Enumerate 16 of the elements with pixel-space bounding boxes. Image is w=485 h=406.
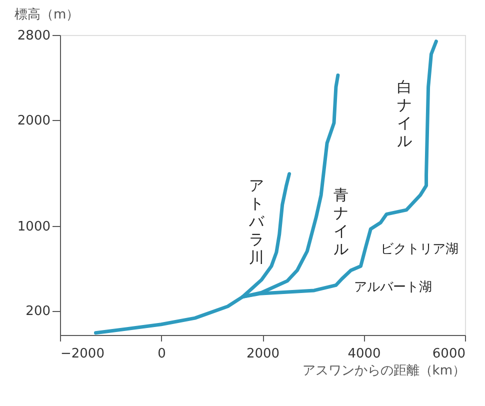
y-tick-label: 1000 [17,219,50,234]
x-tick-label: −2000 [60,346,104,362]
y-tick-label: 2000 [17,113,50,128]
annotation: ビクトリア湖 [380,242,459,257]
x-tick-label: 2000 [246,346,280,362]
x-tick-label: 6000 [432,346,466,362]
annotation: アルバート湖 [354,280,432,295]
series-label: 白ナイル [396,78,412,150]
y-tick-label: 200 [26,304,50,320]
x-tick-label: 4000 [348,346,381,362]
x-tick-label: 0 [158,346,166,362]
series-label: 青ナイル [334,186,349,258]
series-label: アトバラ川 [248,176,265,267]
y-axis-title: 標高（m） [14,6,80,22]
y-tick-label: 2800 [17,28,50,44]
x-axis-title: アスワンからの距離（km） [302,364,466,378]
